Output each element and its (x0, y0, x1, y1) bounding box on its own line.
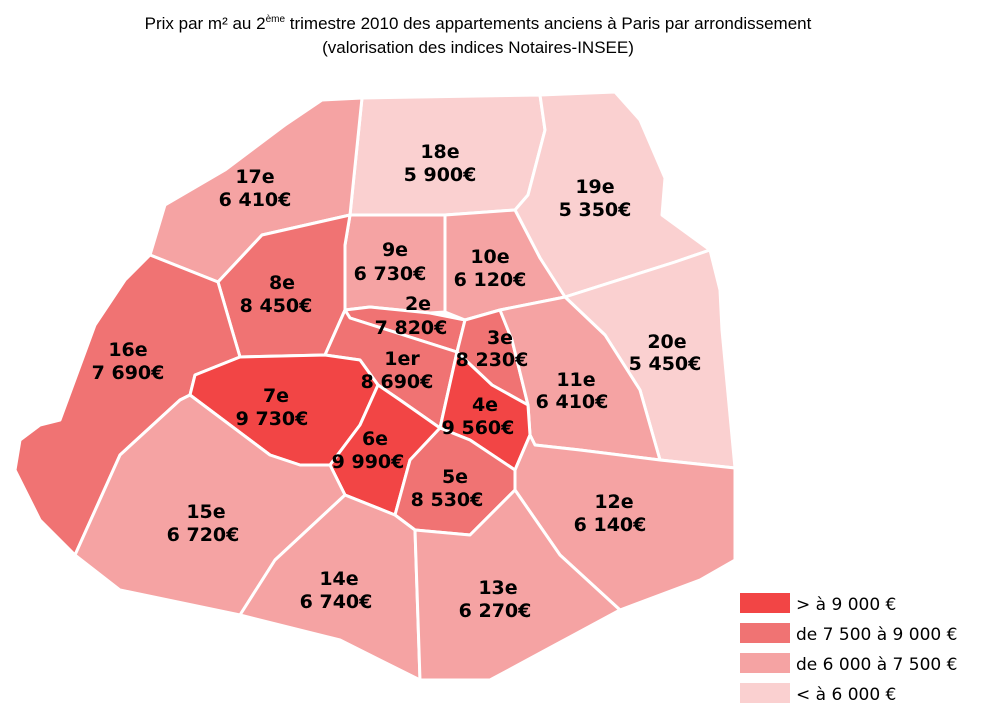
label-price-1er: 8 690€ (361, 371, 434, 393)
label-name-17e: 17e (235, 166, 274, 188)
label-price-14e: 6 740€ (300, 591, 373, 613)
label-name-16e: 16e (108, 339, 147, 361)
legend-label-7500-9000: de 7 500 à 9 000 € (796, 625, 957, 645)
label-price-3e: 8 230€ (456, 349, 529, 371)
arrondissement-labels: 18e 5 900€ 17e 6 410€ 19e 5 350€ 9e 6 73… (92, 141, 702, 622)
label-name-11e: 11e (556, 369, 595, 391)
label-name-3e: 3e (487, 327, 513, 349)
legend-swatch-6000-7500 (740, 653, 790, 673)
legend: > à 9 000 € de 7 500 à 9 000 € de 6 000 … (740, 593, 957, 705)
legend-swatch-7500-9000 (740, 623, 790, 643)
legend-swatch-lt6000 (740, 683, 790, 703)
label-price-19e: 5 350€ (559, 199, 632, 221)
label-price-4e: 9 560€ (442, 417, 515, 439)
title-line-1: Prix par m² au 2ème trimestre 2010 des a… (144, 14, 812, 33)
legend-label-gt9000: > à 9 000 € (796, 595, 896, 615)
label-name-1er: 1er (384, 348, 420, 370)
label-price-5e: 8 530€ (411, 489, 484, 511)
label-name-7e: 7e (263, 385, 289, 407)
label-price-2e: 7 820€ (375, 317, 448, 339)
label-price-9e: 6 730€ (354, 263, 427, 285)
arrondissement-shapes (13, 90, 737, 682)
label-name-19e: 19e (575, 176, 614, 198)
legend-label-6000-7500: de 6 000 à 7 500 € (796, 655, 957, 675)
label-name-13e: 13e (478, 577, 517, 599)
arrondissement-14e (238, 493, 422, 682)
label-name-4e: 4e (472, 394, 498, 416)
label-name-2e: 2e (405, 293, 431, 315)
label-name-20e: 20e (647, 331, 686, 353)
label-name-6e: 6e (362, 428, 388, 450)
label-name-15e: 15e (186, 501, 225, 523)
map-title: Prix par m² au 2ème trimestre 2010 des a… (0, 12, 956, 60)
label-name-5e: 5e (442, 466, 468, 488)
label-price-18e: 5 900€ (404, 164, 477, 186)
label-name-18e: 18e (420, 141, 459, 163)
label-price-10e: 6 120€ (454, 269, 527, 291)
label-price-17e: 6 410€ (219, 189, 292, 211)
label-price-6e: 9 990€ (332, 451, 405, 473)
label-price-11e: 6 410€ (536, 391, 609, 413)
title-line-2: (valorisation des indices Notaires-INSEE… (322, 38, 634, 57)
label-price-13e: 6 270€ (459, 600, 532, 622)
label-price-8e: 8 450€ (240, 295, 313, 317)
label-name-8e: 8e (269, 272, 295, 294)
label-name-12e: 12e (594, 491, 633, 513)
arrondissement-13e (413, 488, 622, 682)
label-price-20e: 5 450€ (629, 353, 702, 375)
label-price-7e: 9 730€ (236, 408, 309, 430)
label-name-9e: 9e (382, 239, 408, 261)
label-name-10e: 10e (470, 246, 509, 268)
legend-swatch-gt9000 (740, 593, 790, 613)
label-name-14e: 14e (319, 568, 358, 590)
label-price-12e: 6 140€ (574, 514, 647, 536)
label-price-16e: 7 690€ (92, 362, 165, 384)
label-price-15e: 6 720€ (167, 524, 240, 546)
legend-label-lt6000: < à 6 000 € (796, 685, 896, 705)
